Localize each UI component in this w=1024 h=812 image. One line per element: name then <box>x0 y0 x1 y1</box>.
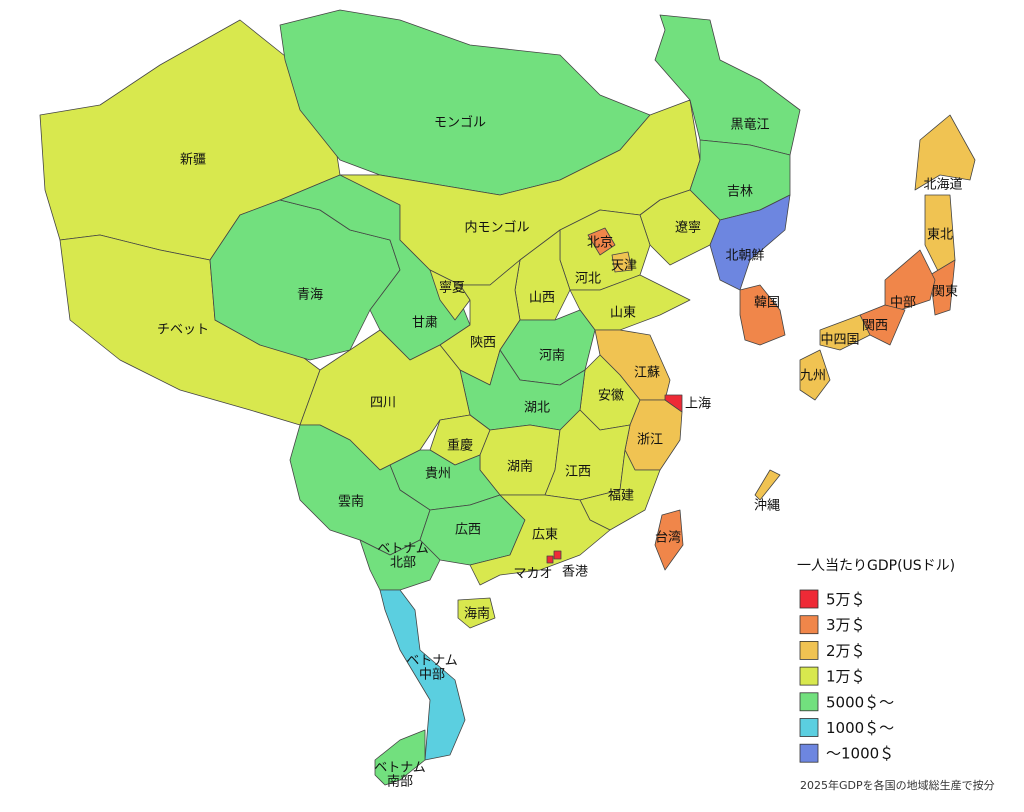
region-label: 河南 <box>539 348 565 364</box>
region-label: 韓国 <box>754 296 780 311</box>
legend-swatch <box>799 589 819 609</box>
region-label: 広東 <box>532 527 558 543</box>
legend-swatch <box>799 743 819 763</box>
region <box>799 349 831 401</box>
region <box>469 494 611 586</box>
region-label: 北部 <box>390 556 416 571</box>
region-label: 台湾 <box>655 530 681 546</box>
region-label: ベトナム <box>406 654 458 669</box>
legend-swatch <box>799 641 819 660</box>
region <box>374 729 426 786</box>
region-label: ベトナム <box>374 761 426 776</box>
region-label: 江西 <box>565 465 591 480</box>
region-label: 遼寧 <box>675 221 701 236</box>
legend-label: 2万＄ <box>826 642 866 660</box>
legend-swatch <box>799 718 819 737</box>
region-label: 安徽 <box>598 388 624 404</box>
region <box>611 251 633 273</box>
region <box>457 597 496 629</box>
region-label: チベット <box>157 323 209 338</box>
region <box>359 539 441 591</box>
legend-swatch <box>799 666 819 686</box>
region-label: マカオ <box>513 567 552 582</box>
region-label: 内モンゴル <box>464 220 529 236</box>
legend-title: 一人当たりGDP(USドル) <box>797 558 955 574</box>
legend-label: 1万＄ <box>826 668 866 686</box>
region-label: 北朝鮮 <box>725 249 764 264</box>
region-label: 関東 <box>932 284 958 300</box>
region <box>59 234 321 426</box>
region-label: 広西 <box>455 523 481 538</box>
legend-swatch <box>799 692 819 712</box>
region-label: 青海 <box>297 288 323 303</box>
region-label: 新疆 <box>180 153 206 168</box>
region-label: 甘粛 <box>412 316 438 331</box>
legend-label: 5000＄～ <box>826 693 894 711</box>
region <box>654 509 684 571</box>
note: 2025年GDPを各国の地域総生産で按分 <box>800 778 995 792</box>
regions <box>39 9 976 786</box>
region-label: 関西 <box>862 319 888 334</box>
region-label: 湖北 <box>524 401 550 416</box>
region-label: 貴州 <box>425 467 451 482</box>
region-label: 中部 <box>419 668 445 683</box>
region <box>914 114 976 191</box>
region-label: 沖縄 <box>754 499 780 514</box>
region-label: 山東 <box>610 305 636 321</box>
region-label: 山西 <box>529 291 555 306</box>
region <box>429 269 471 321</box>
legend-label: 5万＄ <box>826 591 866 609</box>
region-label: 浙江 <box>637 433 663 448</box>
region <box>553 550 562 560</box>
region <box>709 194 791 291</box>
legend-label: 1000＄～ <box>826 719 894 737</box>
legend-swatch <box>799 615 819 635</box>
region-label: 上海 <box>685 397 711 412</box>
region-label: 江蘇 <box>634 366 660 381</box>
region-label: 九州 <box>800 369 826 384</box>
region-label: 四川 <box>370 396 396 411</box>
region <box>819 314 871 351</box>
region-label: ベトナム <box>377 542 429 557</box>
region-label: 中部 <box>890 296 916 311</box>
region-label: 福建 <box>608 489 634 504</box>
region-label: 海南 <box>464 606 490 622</box>
region <box>379 589 466 761</box>
region-label: 寧夏 <box>439 281 465 296</box>
region-label: 河北 <box>575 272 601 287</box>
region-label: 陝西 <box>470 335 496 351</box>
region-label: 黒竜江 <box>730 118 769 133</box>
region <box>587 227 616 256</box>
region-label: 吉林 <box>727 185 753 200</box>
region-label: 湖南 <box>507 459 533 475</box>
region-label: 重慶 <box>447 438 473 454</box>
region-label: 雲南 <box>338 494 364 510</box>
region-label: 北海道 <box>923 178 962 193</box>
region <box>929 259 956 316</box>
region <box>754 469 781 501</box>
region-label: 東北 <box>927 227 953 243</box>
legend-label: ～1000＄ <box>826 745 894 763</box>
region-label: 天津 <box>611 259 637 274</box>
region <box>546 555 554 564</box>
region-label: 北京 <box>587 236 613 251</box>
region-label: 香港 <box>562 565 588 580</box>
region-label: モンゴル <box>434 115 486 131</box>
region-label: 中四国 <box>820 333 859 348</box>
legend-label: 3万＄ <box>826 616 866 634</box>
legend: 5万＄ 3万＄ 2万＄ 1万＄ 5000＄～ 1000＄～ ～1000＄ <box>799 589 894 763</box>
region-label: 南部 <box>387 774 413 790</box>
region <box>739 284 786 346</box>
